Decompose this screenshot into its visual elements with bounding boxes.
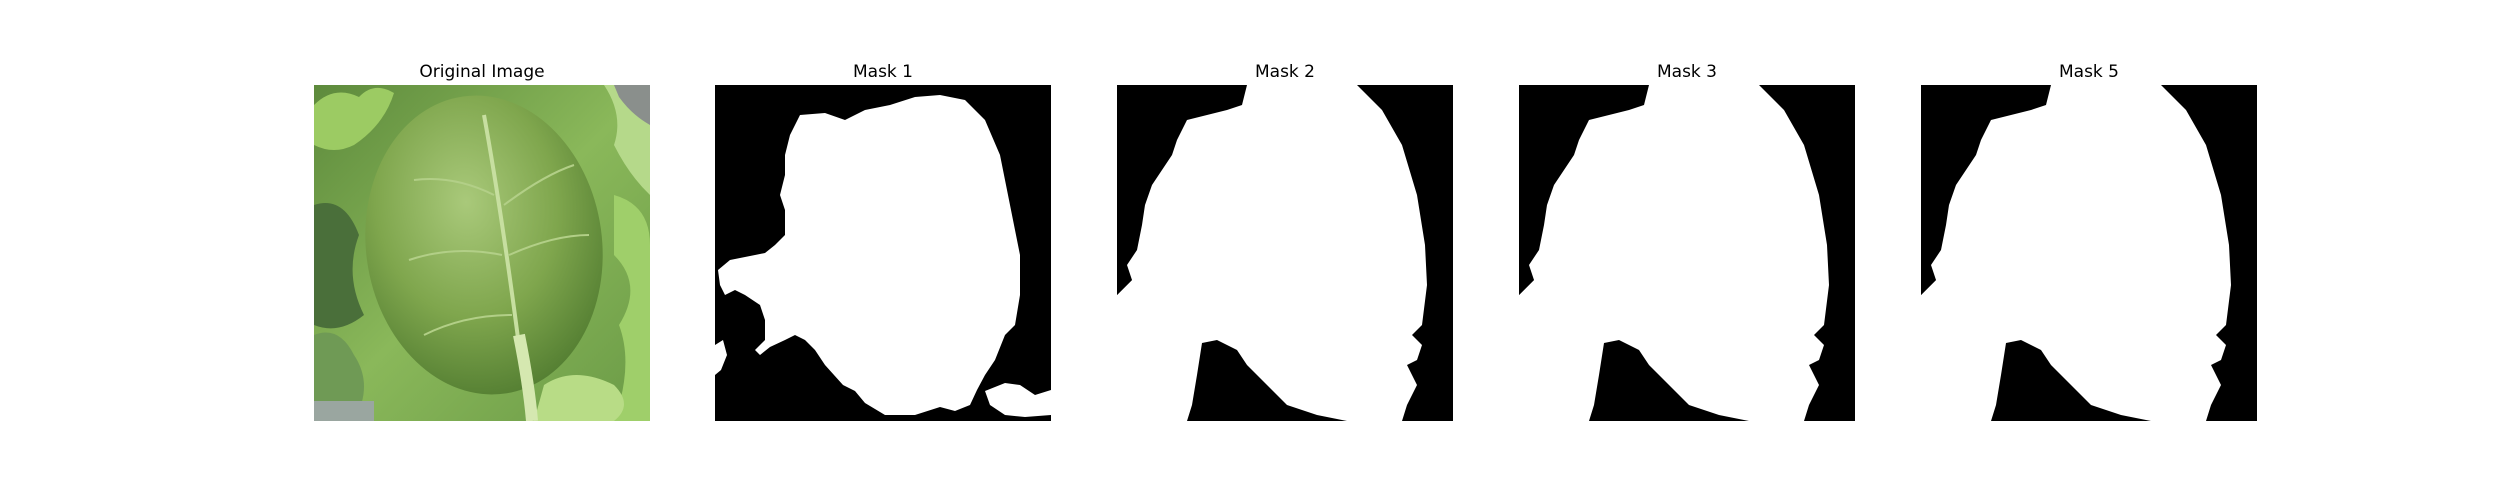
panel-mask-3: Mask 3 [1519, 60, 1855, 421]
panel-mask-5: Mask 5 [1921, 60, 2257, 421]
mask-3-image [1519, 85, 1855, 421]
panel-title: Mask 3 [1656, 62, 1717, 82]
panel-mask-1: Mask 1 [715, 60, 1051, 421]
panel-title: Mask 5 [2058, 62, 2119, 82]
mask-1-image [715, 85, 1051, 421]
panel-original-image: Original Image [314, 60, 650, 421]
original-image [314, 85, 650, 421]
panel-title: Mask 1 [852, 62, 913, 82]
mask-5-image [1921, 85, 2257, 421]
panel-title: Original Image [419, 62, 545, 82]
mask-2-image [1117, 85, 1453, 421]
panel-mask-2: Mask 2 [1117, 60, 1453, 421]
panel-title: Mask 2 [1254, 62, 1315, 82]
